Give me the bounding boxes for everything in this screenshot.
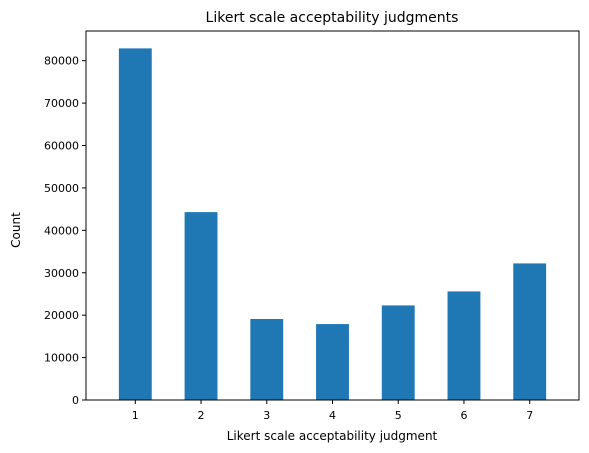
x-tick-label: 2 — [198, 409, 205, 422]
y-tick-label: 60000 — [44, 140, 79, 153]
bar-6 — [447, 291, 481, 400]
y-tick-label: 20000 — [44, 309, 79, 322]
y-axis-ticks: 0 10000 20000 30000 40000 50000 60000 70000 8000… — [44, 55, 86, 407]
bar-5 — [381, 305, 415, 400]
chart-title: Likert scale acceptability judgments — [206, 10, 459, 26]
x-axis-label: Likert scale acceptability judgment — [227, 429, 438, 443]
x-axis-ticks: 1 2 3 4 5 6 7 — [132, 400, 533, 422]
y-axis-label: Count — [9, 212, 23, 248]
y-tick-label: 30000 — [44, 267, 79, 280]
bar-4 — [316, 324, 349, 400]
x-tick-label: 3 — [263, 409, 270, 422]
y-tick-label: 40000 — [44, 224, 79, 237]
y-tick-label: 50000 — [44, 182, 79, 195]
y-tick-label: 80000 — [44, 55, 79, 68]
x-tick-label: 1 — [132, 409, 139, 422]
x-tick-label: 6 — [460, 409, 467, 422]
bar-2 — [184, 212, 218, 400]
x-tick-label: 7 — [526, 409, 533, 422]
bar-1 — [118, 48, 152, 401]
y-tick-label: 70000 — [44, 97, 79, 110]
plot-frame — [85, 30, 580, 401]
x-tick-label: 4 — [329, 409, 336, 422]
bar-3 — [250, 318, 284, 400]
y-tick-label: 10000 — [44, 352, 79, 365]
bars-group — [118, 48, 547, 401]
x-tick-label: 5 — [395, 409, 402, 422]
y-tick-label: 0 — [72, 394, 79, 407]
bar-7 — [513, 263, 547, 400]
